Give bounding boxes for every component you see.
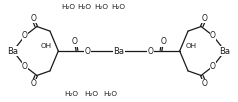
Text: Ba: Ba — [114, 47, 124, 55]
Text: O: O — [210, 62, 216, 71]
Text: O: O — [85, 47, 90, 55]
Text: O: O — [148, 47, 153, 55]
Text: O: O — [202, 14, 208, 23]
Text: H₂O: H₂O — [111, 4, 125, 10]
Text: H₂O: H₂O — [85, 91, 99, 97]
Text: H₂O: H₂O — [104, 91, 118, 97]
Text: H₂O: H₂O — [64, 91, 78, 97]
Text: H₂O: H₂O — [78, 4, 91, 10]
Text: H₂O: H₂O — [94, 4, 108, 10]
Text: OH: OH — [41, 43, 52, 49]
Text: O: O — [161, 37, 166, 46]
Text: O: O — [30, 14, 36, 23]
Text: O: O — [22, 62, 28, 71]
Text: H₂O: H₂O — [61, 4, 75, 10]
Text: Ba: Ba — [219, 47, 230, 55]
Text: Ba: Ba — [8, 47, 19, 55]
Text: O: O — [210, 31, 216, 40]
Text: OH: OH — [186, 43, 197, 49]
Text: O: O — [22, 31, 28, 40]
Text: O: O — [72, 37, 77, 46]
Text: O: O — [202, 79, 208, 88]
Text: O: O — [30, 79, 36, 88]
